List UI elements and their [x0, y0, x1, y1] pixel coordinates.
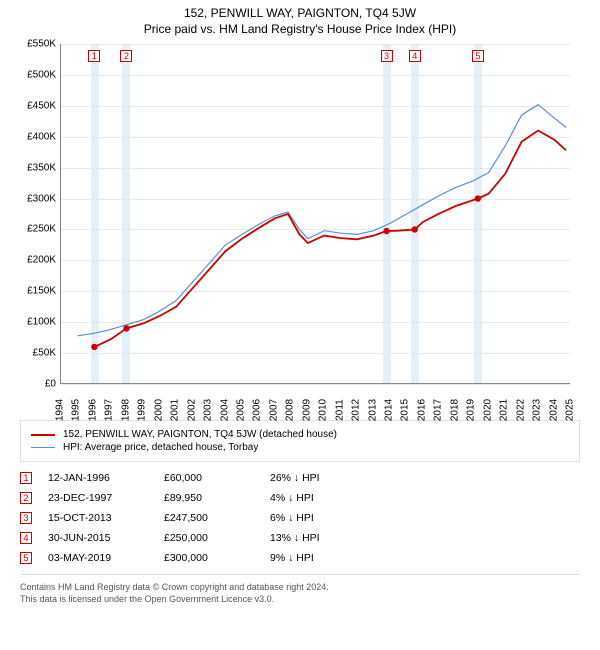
x-tick-label: 2023 [532, 399, 543, 421]
transaction-price: £247,500 [164, 512, 254, 524]
legend-item: 152, PENWILL WAY, PAIGNTON, TQ4 5JW (det… [31, 429, 569, 440]
x-tick-label: 1998 [120, 399, 131, 421]
legend-label: 152, PENWILL WAY, PAIGNTON, TQ4 5JW (det… [63, 429, 337, 440]
x-tick-label: 2016 [416, 399, 427, 421]
y-tick-label: £250K [27, 224, 56, 235]
legend-swatch [31, 447, 55, 448]
transaction-point [383, 228, 389, 234]
transaction-date: 15-OCT-2013 [48, 512, 148, 524]
x-tick-label: 2025 [565, 399, 576, 421]
x-tick-label: 2012 [351, 399, 362, 421]
footer-line-1: Contains HM Land Registry data © Crown c… [20, 581, 580, 593]
x-tick-label: 2006 [252, 399, 263, 421]
y-tick-label: £100K [27, 317, 56, 328]
transaction-marker-3: 3 [381, 50, 393, 62]
transaction-point [123, 325, 129, 331]
x-tick-label: 2021 [499, 399, 510, 421]
y-tick-label: £150K [27, 286, 56, 297]
transaction-price: £250,000 [164, 532, 254, 544]
transaction-row: 4 30-JUN-2015 £250,000 13% ↓ HPI [20, 528, 580, 548]
x-tick-label: 1996 [87, 399, 98, 421]
transaction-row-marker: 2 [20, 492, 32, 504]
transaction-point [91, 344, 97, 350]
x-tick-label: 2011 [334, 399, 345, 421]
chart-lines [61, 44, 571, 384]
transaction-point [412, 226, 418, 232]
x-tick-label: 1999 [137, 399, 148, 421]
chart-subtitle: Price paid vs. HM Land Registry's House … [10, 22, 590, 36]
x-tick-label: 2014 [384, 399, 395, 421]
x-tick-label: 2001 [170, 399, 181, 421]
y-tick-label: £350K [27, 162, 56, 173]
x-tick-label: 2008 [285, 399, 296, 421]
x-tick-label: 2004 [219, 399, 230, 421]
x-tick-label: 2003 [203, 399, 214, 421]
footer-line-2: This data is licensed under the Open Gov… [20, 593, 580, 605]
transaction-date: 30-JUN-2015 [48, 532, 148, 544]
x-tick-label: 2005 [235, 399, 246, 421]
x-tick-label: 2024 [548, 399, 559, 421]
transaction-row-marker: 5 [20, 552, 32, 564]
legend-label: HPI: Average price, detached house, Torb… [63, 442, 258, 453]
x-tick-label: 2013 [367, 399, 378, 421]
legend: 152, PENWILL WAY, PAIGNTON, TQ4 5JW (det… [20, 420, 580, 462]
y-tick-label: £400K [27, 131, 56, 142]
x-tick-label: 2002 [186, 399, 197, 421]
transaction-marker-4: 4 [409, 50, 421, 62]
x-tick-label: 2007 [268, 399, 279, 421]
x-tick-label: 1995 [71, 399, 82, 421]
x-tick-label: 2018 [449, 399, 460, 421]
transaction-row-marker: 4 [20, 532, 32, 544]
transaction-delta: 4% ↓ HPI [270, 492, 370, 504]
x-axis: 1994199519961997199819992000200120022003… [60, 388, 570, 418]
x-tick-label: 2022 [515, 399, 526, 421]
plot-region: 1 2 3 4 5 [60, 44, 570, 384]
transaction-row: 5 03-MAY-2019 £300,000 9% ↓ HPI [20, 548, 580, 568]
y-axis: £0£50K£100K£150K£200K£250K£300K£350K£400… [20, 44, 58, 384]
x-tick-label: 2010 [318, 399, 329, 421]
transaction-row-marker: 3 [20, 512, 32, 524]
legend-item: HPI: Average price, detached house, Torb… [31, 442, 569, 453]
transaction-point [475, 195, 481, 201]
x-tick-label: 2000 [153, 399, 164, 421]
transaction-price: £89,950 [164, 492, 254, 504]
transaction-row-marker: 1 [20, 472, 32, 484]
transaction-date: 12-JAN-1996 [48, 472, 148, 484]
transaction-row: 2 23-DEC-1997 £89,950 4% ↓ HPI [20, 488, 580, 508]
transaction-price: £300,000 [164, 552, 254, 564]
y-tick-label: £450K [27, 100, 56, 111]
x-tick-label: 2017 [433, 399, 444, 421]
transaction-marker-1: 1 [88, 50, 100, 62]
transaction-row: 1 12-JAN-1996 £60,000 26% ↓ HPI [20, 468, 580, 488]
transaction-marker-2: 2 [120, 50, 132, 62]
y-tick-label: £300K [27, 193, 56, 204]
x-tick-label: 1997 [104, 399, 115, 421]
transaction-row: 3 15-OCT-2013 £247,500 6% ↓ HPI [20, 508, 580, 528]
y-tick-label: £0 [45, 379, 56, 390]
chart-title: 152, PENWILL WAY, PAIGNTON, TQ4 5JW [10, 6, 590, 20]
y-tick-label: £500K [27, 69, 56, 80]
x-tick-label: 2015 [400, 399, 411, 421]
footer: Contains HM Land Registry data © Crown c… [20, 574, 580, 605]
x-tick-label: 1994 [55, 399, 66, 421]
transaction-date: 03-MAY-2019 [48, 552, 148, 564]
transaction-delta: 6% ↓ HPI [270, 512, 370, 524]
transactions-table: 1 12-JAN-1996 £60,000 26% ↓ HPI 2 23-DEC-1997… [20, 468, 580, 568]
y-tick-label: £50K [33, 348, 56, 359]
x-tick-label: 2020 [482, 399, 493, 421]
x-tick-label: 2019 [466, 399, 477, 421]
y-tick-label: £550K [27, 39, 56, 50]
series-hpi [78, 105, 567, 336]
transaction-price: £60,000 [164, 472, 254, 484]
y-tick-label: £200K [27, 255, 56, 266]
transaction-delta: 13% ↓ HPI [270, 532, 370, 544]
transaction-delta: 9% ↓ HPI [270, 552, 370, 564]
transaction-marker-5: 5 [472, 50, 484, 62]
transaction-date: 23-DEC-1997 [48, 492, 148, 504]
legend-swatch [31, 434, 55, 436]
x-tick-label: 2009 [301, 399, 312, 421]
chart-area: £0 £50K £100K £150K £200K £250K £300K £350K £400… [20, 44, 580, 414]
transaction-delta: 26% ↓ HPI [270, 472, 370, 484]
